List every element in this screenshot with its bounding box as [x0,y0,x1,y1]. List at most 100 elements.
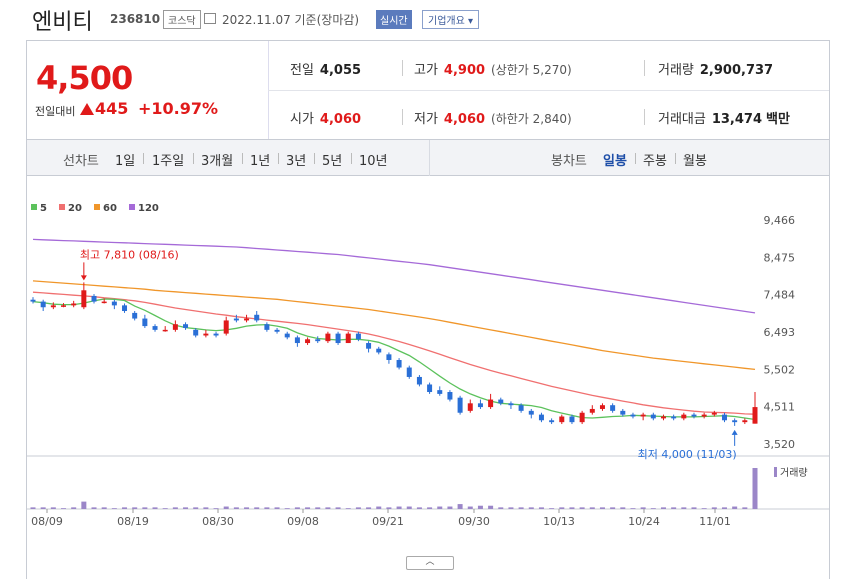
tab-1y[interactable]: 1년 [250,154,271,169]
volume-bar [681,507,687,509]
chart-area: 5 20 60 120 9,466 8,475 7,484 6,493 5,502 4,511 3,… [26,176,830,579]
candle-body [518,405,524,411]
candle-body [630,414,636,417]
high-arrow-head [80,275,87,281]
company-overview-dropdown[interactable]: 기업개요 ▾ [422,10,479,29]
candle-body [61,305,67,307]
legend-label: 20 [68,203,82,214]
volume-label: 거래량 [658,63,694,78]
x-tick-label: 09/21 [372,515,404,528]
volume-bar [284,508,290,509]
tab-10y[interactable]: 10년 [359,154,388,169]
tab-3y[interactable]: 3년 [286,154,307,169]
low-annotation: 최저 4,000 (11/03) [638,448,737,461]
current-price: 4,500 [36,59,133,97]
lower-limit: (하한가 2,840) [491,112,572,126]
candle-body [396,359,402,368]
volume-bar [660,507,666,509]
volume-bar [701,508,707,509]
candle-body [549,420,555,423]
candle-body [681,414,687,419]
tab-5y[interactable]: 5년 [322,154,343,169]
prev-close-value: 4,055 [319,63,362,78]
candle-body [325,333,331,342]
candle-chart-label: 봉차트 [551,154,587,169]
candle-body [467,403,473,411]
reference-date: 2022.11.07 기준(장마감) [222,13,360,27]
candle-body [81,290,87,308]
volume-bar [40,507,46,509]
realtime-button[interactable]: 실시간 [376,10,412,29]
volume-bar [589,507,595,509]
amount-unit: 백만 [766,112,790,127]
candle-body [40,301,46,308]
up-triangle-icon [80,103,94,115]
low-price: 저가 4,060 (하한가 2,840) [414,108,572,127]
candle-body [457,397,463,413]
candle-body [660,416,666,419]
volume-bar [223,506,229,509]
volume-bar [162,508,168,509]
volume-bar [294,507,300,509]
high-label: 고가 [414,63,438,78]
volume-bar [305,507,311,509]
current-price-block: 4,500 전일대비 445 +10.97% [27,41,269,139]
candle-body [172,324,178,330]
volume-bar [274,507,280,509]
quote-divider [268,90,829,91]
volume-bar [437,506,443,509]
candlestick-chart: 5 20 60 120 9,466 8,475 7,484 6,493 5,502 4,511 3,… [27,203,829,528]
tab-1d[interactable]: 1일 [115,154,136,169]
y-tick-label: 6,493 [764,326,796,339]
ma120-line [32,238,756,314]
x-tick-label: 10/13 [543,515,575,528]
volume-bar [721,507,727,509]
volume-bar [71,507,77,509]
tab-3m[interactable]: 3개월 [201,154,234,169]
candle-body [193,329,199,336]
x-tick-label: 08/09 [31,515,63,528]
legend-swatch [59,204,65,210]
candle-body [620,410,626,415]
volume-bar [244,507,250,509]
stock-name: 엔비티 [32,10,93,35]
volume-bar [254,507,260,509]
volume-bar [508,507,514,509]
tab-weekly[interactable]: 주봉 [643,154,667,169]
legend-label: 60 [103,203,117,214]
tab-daily[interactable]: 일봉 [603,154,627,169]
candle-body [376,348,382,353]
volume-bar [650,508,656,509]
volume-bar [345,508,351,509]
open-label: 시가 [290,112,314,127]
volume-bar [193,507,199,509]
open-price: 시가 4,060 [290,108,361,127]
tab-1w[interactable]: 1주일 [152,154,185,169]
candle-body [183,324,189,328]
open-value: 4,060 [319,112,362,127]
candle-body [569,416,575,423]
prev-close: 전일 4,055 [290,59,361,78]
candle-body [274,329,280,332]
high-price: 고가 4,900 (상한가 5,270) [414,59,572,78]
candle-body [366,343,372,349]
volume-bar [538,507,544,509]
candle-body [162,329,168,332]
tab-monthly[interactable]: 월봉 [683,154,707,169]
y-tick-label: 3,520 [764,438,796,451]
candle-body [111,301,117,306]
candle-body [538,414,544,421]
volume-bar [50,507,56,509]
volume-bar [172,507,178,509]
candle-body [315,339,321,342]
y-tick-label: 8,475 [764,251,796,264]
volume-bar [579,507,585,509]
candle-body [345,333,351,344]
candle-body [447,392,453,400]
candle-body [640,414,646,417]
volume-bar [416,507,422,509]
x-tick-label: 09/30 [458,515,490,528]
collapse-toggle[interactable]: ︿ [406,556,454,570]
volume-bar [671,507,677,509]
candle-body [599,405,605,409]
